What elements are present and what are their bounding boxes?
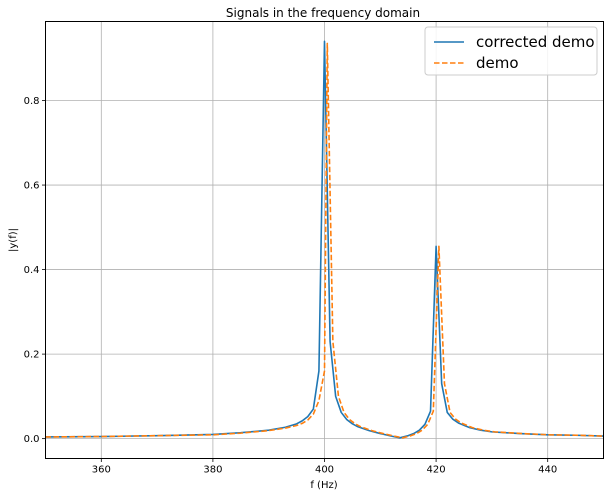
series-layer — [45, 40, 604, 439]
legend-label-demo: demo — [476, 54, 519, 72]
x-axis-ticks: 360 380 400 420 440 — [92, 458, 557, 476]
y-tick-label: 0.0 — [24, 434, 40, 445]
x-tick-label: 360 — [92, 465, 111, 476]
x-tick-label: 380 — [203, 465, 222, 476]
legend: corrected demo demo — [424, 26, 598, 76]
y-axis-ticks: 0.0 0.2 0.4 0.6 0.8 — [24, 96, 46, 445]
x-tick-label: 420 — [427, 465, 446, 476]
series-line-demo — [45, 42, 604, 439]
y-tick-label: 0.4 — [24, 265, 40, 276]
y-tick-label: 0.8 — [24, 96, 40, 107]
chart-title: Signals in the frequency domain — [226, 6, 420, 20]
x-tick-label: 440 — [538, 465, 557, 476]
y-tick-label: 0.6 — [24, 181, 40, 192]
grid — [45, 21, 604, 459]
x-tick-label: 400 — [315, 465, 334, 476]
legend-label-corrected-demo: corrected demo — [476, 33, 595, 51]
y-tick-label: 0.2 — [24, 350, 40, 361]
legend-box — [424, 26, 598, 76]
y-axis-label: |y(f)| — [8, 228, 19, 252]
x-axis-label: f (Hz) — [310, 480, 337, 491]
